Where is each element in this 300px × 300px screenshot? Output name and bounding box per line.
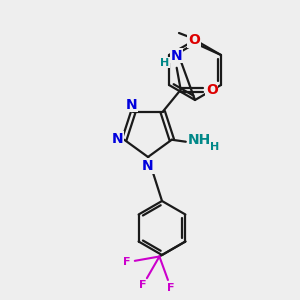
- Text: F: F: [167, 283, 174, 292]
- Text: O: O: [206, 83, 218, 97]
- Text: F: F: [139, 280, 147, 290]
- Text: H: H: [160, 58, 169, 68]
- Text: N: N: [125, 98, 137, 112]
- Text: NH: NH: [188, 133, 211, 147]
- Text: N: N: [171, 49, 182, 63]
- Text: F: F: [123, 257, 131, 267]
- Text: N: N: [111, 132, 123, 146]
- Text: H: H: [210, 142, 219, 152]
- Text: O: O: [188, 33, 200, 47]
- Text: N: N: [142, 159, 154, 173]
